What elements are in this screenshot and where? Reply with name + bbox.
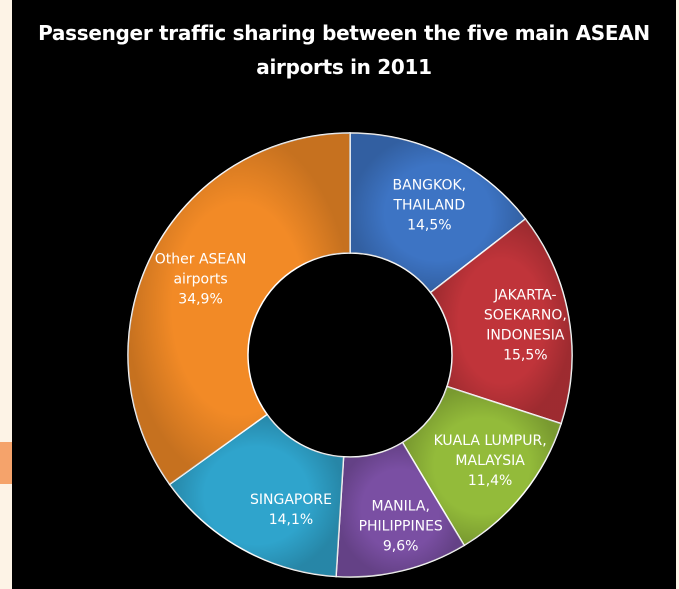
slice-shade-3: [336, 442, 465, 577]
slice-value-label-2: 11,4%: [468, 473, 512, 489]
slice-name-line-5-1: airports: [173, 271, 227, 287]
slice-label-2: KUALA LUMPUR, MALAYSIA 11,4%: [434, 433, 547, 489]
slice-name-line-1-0: JAKARTA-: [493, 287, 556, 303]
slice-shade-2: [402, 386, 562, 546]
chart-title-line-1: Passenger traffic sharing between the fi…: [38, 21, 650, 45]
chart-title: Passenger traffic sharing between the fi…: [12, 16, 676, 84]
slice-value-label-5: 34,9%: [178, 291, 222, 307]
slice-shade-5: [127, 133, 351, 485]
slice-value-label-4: 14,1%: [269, 512, 313, 528]
chart-panel: Passenger traffic sharing between the fi…: [12, 0, 676, 589]
slice-value-label-0: 14,5%: [407, 218, 451, 234]
donut-labels: BANGKOK, THAILAND 14,5% JAKARTA- SOEKARNO, IN…: [155, 178, 567, 555]
slice-name-line-3-0: MANILA,: [371, 499, 429, 515]
slice-label-1: JAKARTA- SOEKARNO, INDONESIA 15,5%: [484, 287, 567, 363]
slice-label-0: BANGKOK, THAILAND 14,5%: [392, 178, 466, 234]
slice-name-line-1-1: SOEKARNO,: [484, 307, 567, 323]
slice-value-label-3: 9,6%: [383, 539, 419, 555]
slice-label-4: SINGAPORE 14,1%: [250, 492, 332, 528]
chart-title-line-2: airports in 2011: [256, 55, 432, 79]
slice-label-5: Other ASEAN airports 34,9%: [155, 251, 247, 307]
slice-shade-4: [169, 414, 344, 577]
donut-slices: [127, 132, 573, 578]
slice-label-3: MANILA, PHILIPPINES 9,6%: [359, 499, 443, 555]
slice-name-line-2-0: KUALA LUMPUR,: [434, 433, 547, 449]
slice-value-label-1: 15,5%: [503, 347, 547, 363]
slice-name-line-2-1: MALAYSIA: [455, 453, 525, 469]
slice-name-line-0-1: THAILAND: [392, 198, 465, 214]
slice-shade-1: [430, 218, 572, 424]
slice-name-line-4-0: SINGAPORE: [250, 492, 332, 508]
left-accent-bar: [0, 442, 12, 484]
slice-name-line-1-2: INDONESIA: [486, 327, 565, 343]
slice-name-line-5-0: Other ASEAN: [155, 251, 247, 267]
donut-chart: BANGKOK, THAILAND 14,5% JAKARTA- SOEKARNO, IN…: [127, 132, 573, 578]
slice-name-line-3-1: PHILIPPINES: [359, 519, 443, 535]
slice-name-line-0-0: BANGKOK,: [393, 178, 467, 194]
